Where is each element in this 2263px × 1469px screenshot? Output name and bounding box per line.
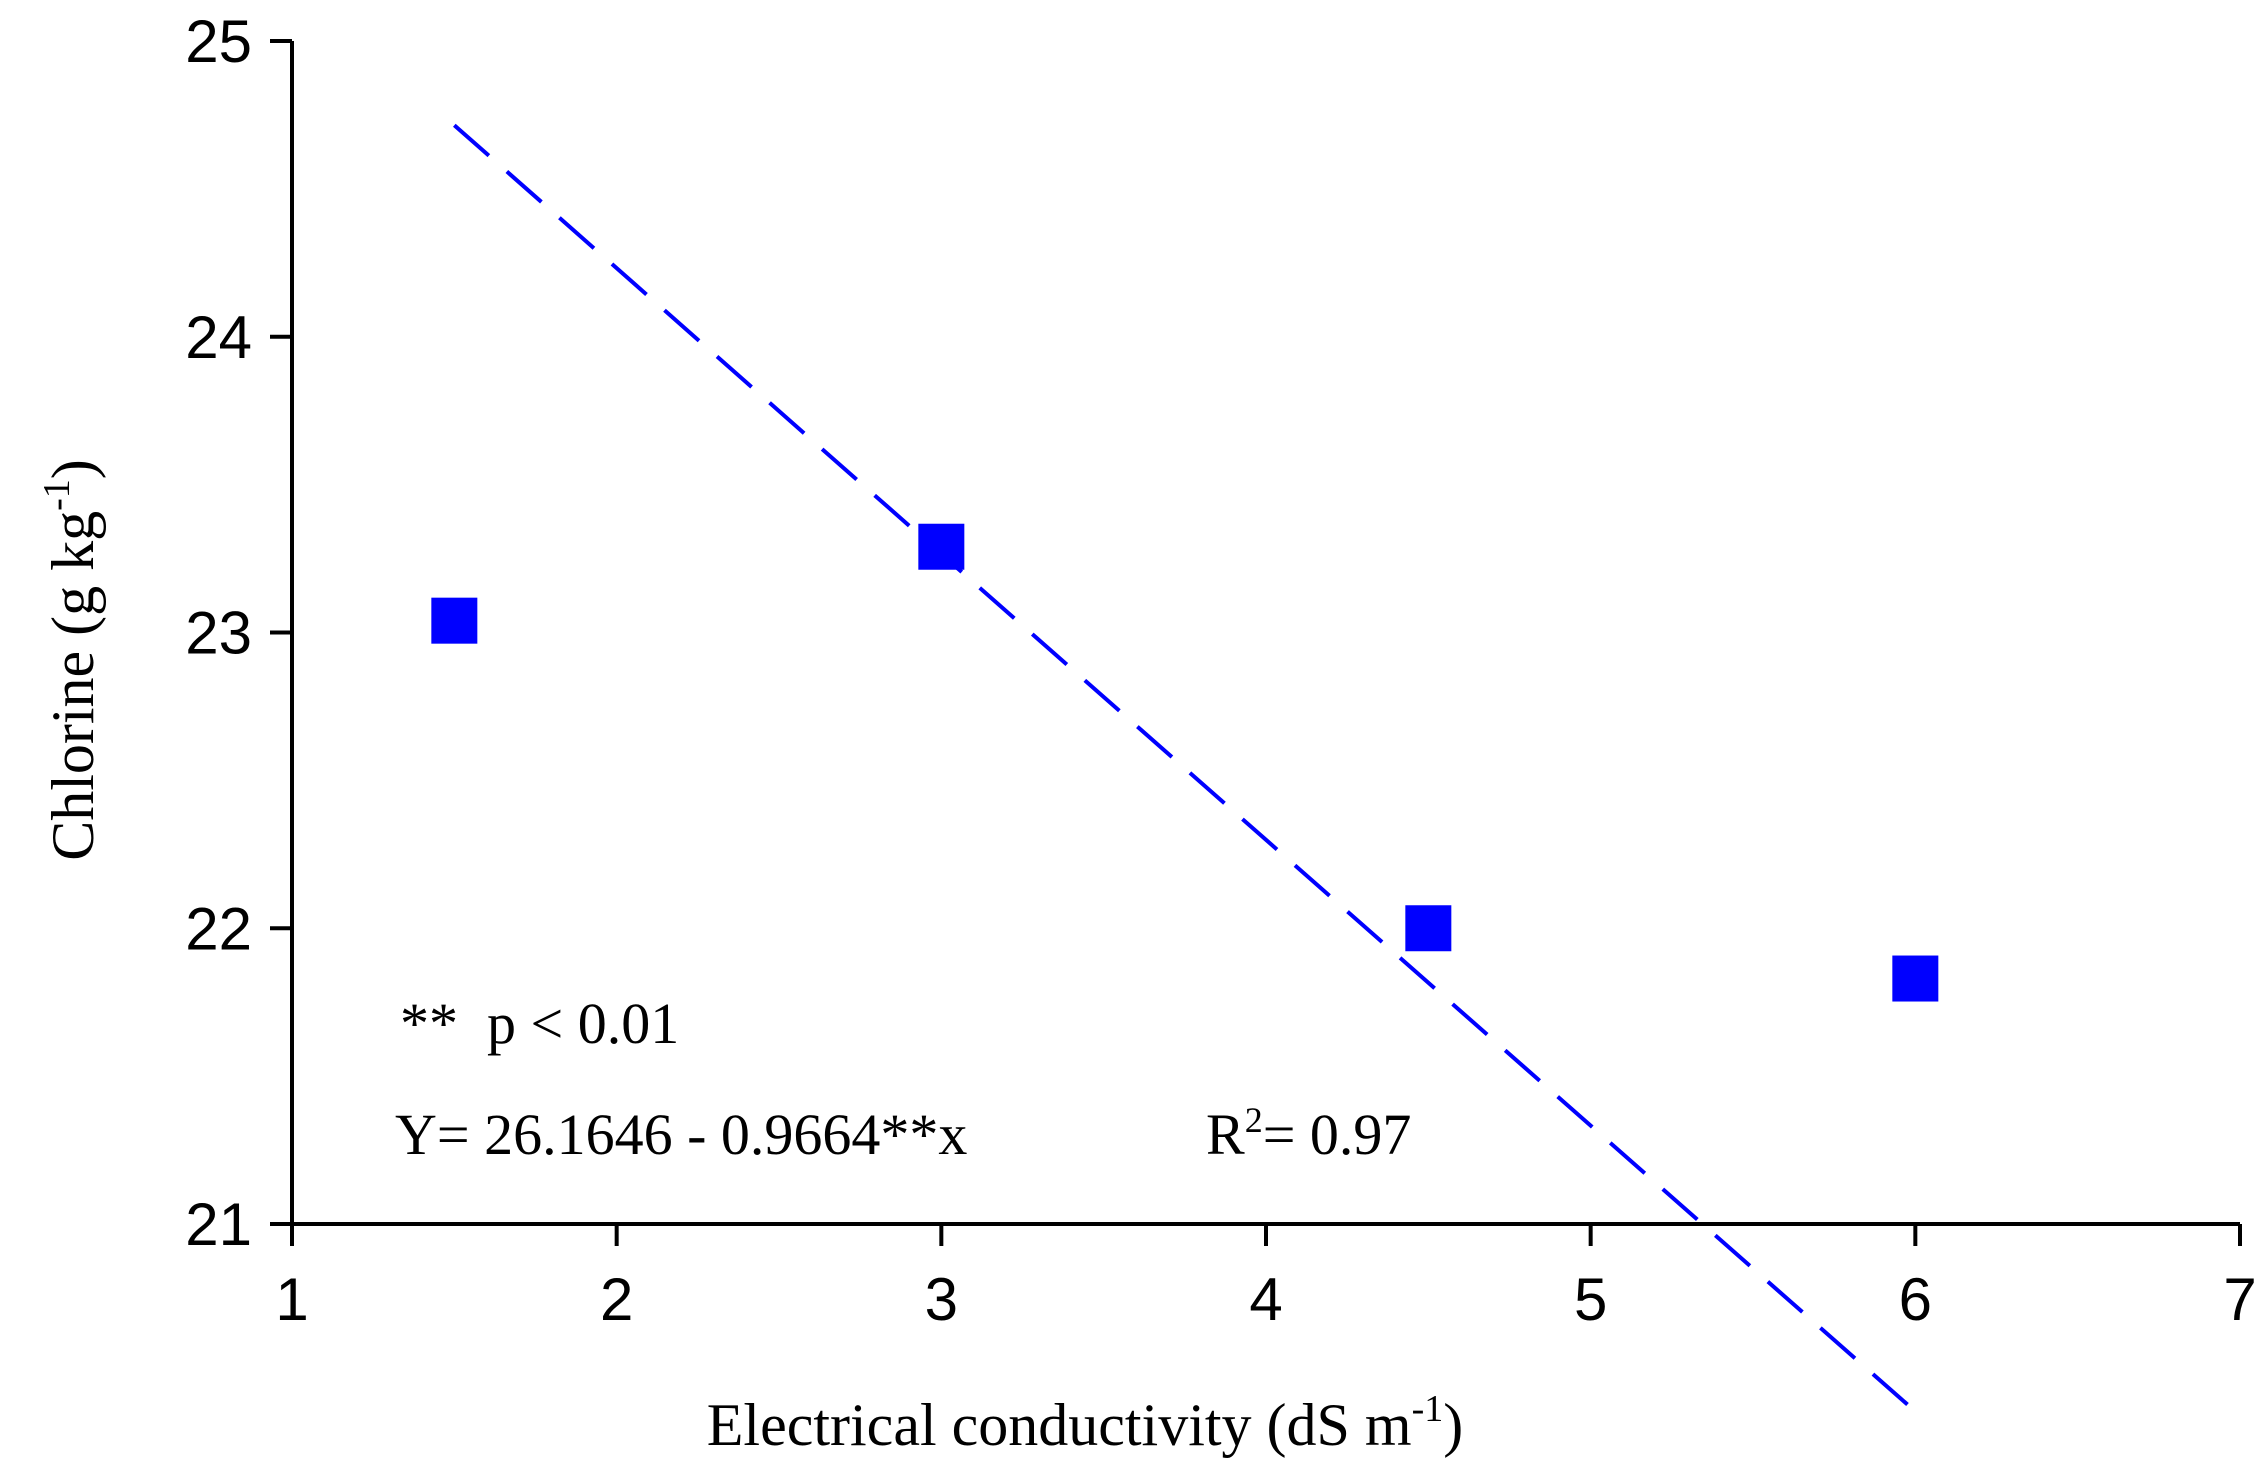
- y-axis-label-text: Chlorine (g kg: [40, 511, 106, 861]
- y-axis-label-sup: -1: [36, 479, 78, 511]
- data-point: [1892, 955, 1939, 1002]
- y-axis-label: Chlorine (g kg-1): [36, 459, 106, 861]
- x-axis-label-sup: -1: [1412, 1388, 1444, 1430]
- r2-value: = 0.97: [1263, 1102, 1412, 1167]
- y-tick-label: 25: [185, 8, 252, 75]
- y-tick-label: 22: [185, 895, 252, 962]
- significance-annotation: ** p < 0.01: [400, 991, 679, 1056]
- data-points: [431, 523, 1939, 1002]
- equation-annotation: Y= 26.1646 - 0.9664**x: [395, 1102, 967, 1167]
- x-axis-label: Electrical conductivity (dS m-1): [707, 1388, 1463, 1458]
- r-squared-annotation: R2= 0.97: [1206, 1100, 1411, 1167]
- y-tick-label: 21: [185, 1191, 252, 1258]
- x-ticks: 1 2 3 4 5 6 7: [275, 1224, 2257, 1333]
- y-tick-label: 24: [185, 304, 252, 371]
- data-point: [431, 597, 478, 644]
- x-tick-label: 7: [2223, 1266, 2256, 1333]
- x-tick-label: 5: [1574, 1266, 1607, 1333]
- y-tick-label: 23: [185, 600, 252, 667]
- data-point: [1405, 905, 1452, 952]
- y-axis-label-close: ): [40, 459, 106, 479]
- x-axis-label-text: Electrical conductivity (dS m: [707, 1392, 1412, 1458]
- x-tick-label: 2: [600, 1266, 633, 1333]
- x-tick-label: 1: [275, 1266, 308, 1333]
- x-tick-label: 4: [1249, 1266, 1282, 1333]
- y-ticks: 21 22 23 24 25: [185, 8, 292, 1258]
- data-point: [918, 523, 965, 570]
- r2-superscript: 2: [1245, 1100, 1263, 1140]
- x-axis-label-close: ): [1443, 1392, 1463, 1458]
- x-tick-label: 3: [925, 1266, 958, 1333]
- trendline: [453, 123, 1917, 1413]
- x-tick-label: 6: [1899, 1266, 1932, 1333]
- r2-label: R: [1206, 1102, 1245, 1167]
